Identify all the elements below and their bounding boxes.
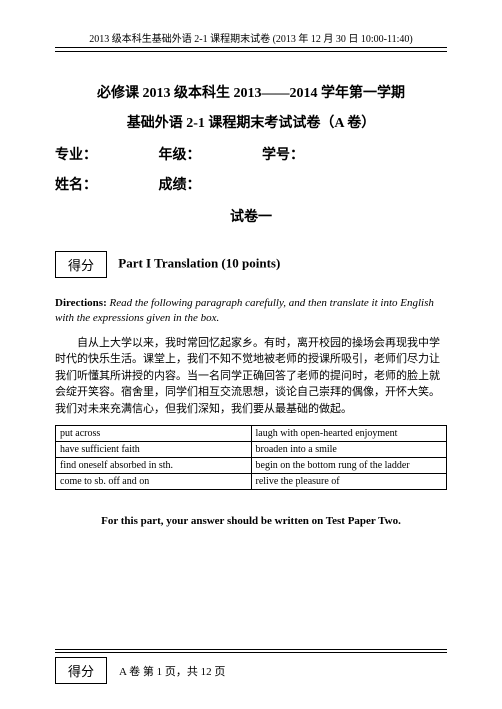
table-row: find oneself absorbed in sth. begin on t… <box>56 458 447 474</box>
instruction-text: For this part, your answer should be wri… <box>55 515 447 527</box>
part-1-title: Part I Translation (10 points) <box>118 255 280 270</box>
table-row: come to sb. off and on relive the pleasu… <box>56 474 447 490</box>
header-underline <box>55 51 447 52</box>
translation-paragraph: 自从上大学以来，我时常回忆起家乡。有时，离开校园的操场会再现我中学时代的快乐生活… <box>55 335 447 418</box>
page-footer: 得分 A 卷 第 1 页，共 12 页 <box>55 649 447 684</box>
label-major: 专业： <box>55 144 155 164</box>
directions-label: Directions: <box>55 297 107 309</box>
footer-line <box>55 649 447 650</box>
vocab-cell: begin on the bottom rung of the ladder <box>251 458 447 474</box>
title-line-2: 基础外语 2-1 课程期末考试试卷（A 卷） <box>55 112 447 132</box>
vocab-table: put across laugh with open-hearted enjoy… <box>55 425 447 490</box>
directions: Directions: Read the following paragraph… <box>55 296 447 327</box>
vocab-cell: find oneself absorbed in sth. <box>56 458 252 474</box>
vocab-cell: have sufficient faith <box>56 442 252 458</box>
score-box: 得分 <box>55 251 107 278</box>
page-header: 2013 级本科生基础外语 2-1 课程期末试卷 (2013 年 12 月 30… <box>55 30 447 48</box>
info-row-2: 姓名： 成绩： <box>55 174 447 194</box>
paper-label: 试卷一 <box>55 206 447 226</box>
table-row: have sufficient faith broaden into a smi… <box>56 442 447 458</box>
vocab-cell: laugh with open-hearted enjoyment <box>251 426 447 442</box>
table-row: put across laugh with open-hearted enjoy… <box>56 426 447 442</box>
vocab-cell: come to sb. off and on <box>56 474 252 490</box>
footer-page-number: A 卷 第 1 页，共 12 页 <box>119 663 225 679</box>
info-row-1: 专业： 年级： 学号： <box>55 144 447 164</box>
footer-score-box: 得分 <box>55 657 107 684</box>
directions-text: Read the following paragraph carefully, … <box>55 297 434 324</box>
label-score: 成绩： <box>159 174 201 194</box>
label-id: 学号： <box>262 144 304 164</box>
title-line-1: 必修课 2013 级本科生 2013——2014 学年第一学期 <box>55 82 447 102</box>
label-grade: 年级： <box>159 144 259 164</box>
part-1-heading: 得分 Part I Translation (10 points) <box>55 251 447 278</box>
vocab-cell: broaden into a smile <box>251 442 447 458</box>
label-name: 姓名： <box>55 174 155 194</box>
vocab-cell: relive the pleasure of <box>251 474 447 490</box>
vocab-cell: put across <box>56 426 252 442</box>
